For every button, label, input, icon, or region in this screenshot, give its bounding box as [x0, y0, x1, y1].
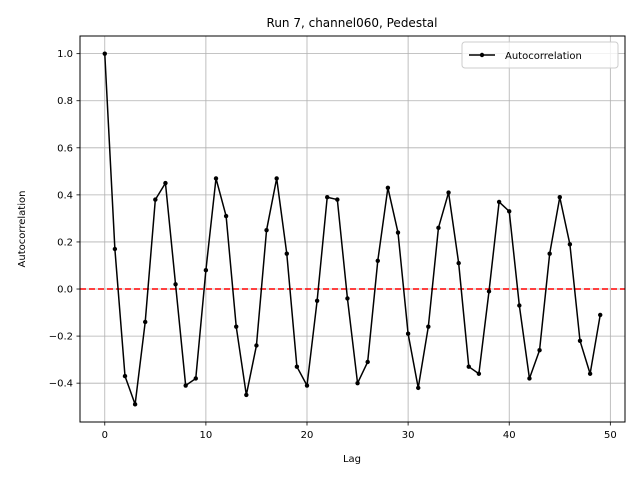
data-point	[304, 383, 310, 388]
data-point	[557, 195, 562, 200]
y-tick-label: 0.6	[57, 143, 73, 154]
data-point	[274, 176, 279, 181]
legend: Autocorrelation	[461, 41, 619, 69]
data-point	[254, 343, 259, 348]
x-axis-ticks: 0 10 20 30 40 50	[102, 422, 617, 441]
data-point	[456, 260, 461, 266]
data-point	[587, 371, 593, 376]
x-tick-label: 40	[503, 430, 516, 441]
data-point	[598, 312, 603, 318]
y-tick-label: 1.0	[57, 49, 73, 60]
data-point	[163, 180, 168, 186]
data-point	[446, 190, 451, 195]
data-point	[375, 258, 380, 263]
data-point	[335, 197, 340, 202]
data-point	[537, 348, 542, 353]
y-tick-label: 0.0	[57, 285, 73, 296]
data-point	[122, 373, 128, 379]
data-point	[466, 364, 471, 369]
data-point	[577, 338, 583, 343]
data-point	[476, 371, 482, 376]
data-point	[294, 364, 300, 369]
data-point	[213, 176, 219, 181]
legend-marker-swatch	[479, 52, 485, 58]
data-point	[395, 230, 401, 235]
data-point	[426, 324, 431, 329]
x-axis-label: Lag	[343, 454, 361, 465]
data-point	[143, 319, 148, 325]
legend-label: Autocorrelation	[505, 51, 582, 62]
data-point	[436, 225, 441, 231]
x-tick-label: 10	[200, 430, 213, 441]
data-point	[102, 51, 107, 56]
data-point	[264, 227, 269, 233]
data-point	[173, 282, 178, 287]
y-tick-label: 0.4	[57, 190, 73, 201]
data-point	[193, 376, 198, 381]
y-tick-label: −0.4	[49, 379, 73, 390]
data-point	[345, 296, 350, 301]
x-tick-label: 50	[604, 430, 617, 441]
data-point	[132, 402, 138, 407]
data-point	[244, 392, 249, 398]
x-tick-label: 30	[402, 430, 415, 441]
y-axis-label: Autocorrelation	[17, 191, 28, 268]
x-tick-label: 20	[301, 430, 314, 441]
data-point	[314, 298, 320, 303]
x-tick-label: 0	[102, 430, 108, 441]
series-line-autocorrelation	[104, 53, 601, 406]
data-point	[234, 324, 239, 329]
data-point	[325, 195, 330, 200]
data-point	[355, 380, 360, 386]
data-point	[112, 246, 118, 252]
y-tick-label: 0.2	[57, 237, 73, 248]
data-point	[153, 197, 158, 202]
data-point	[486, 289, 492, 294]
y-tick-label: −0.2	[49, 332, 73, 343]
data-point	[527, 376, 532, 381]
series-group	[102, 51, 603, 407]
data-point	[365, 359, 370, 365]
data-point	[284, 251, 289, 256]
data-point	[405, 331, 411, 336]
chart-title: Run 7, channel060, Pedestal	[267, 16, 438, 30]
y-tick-label: 0.8	[57, 96, 73, 107]
grid-lines	[80, 36, 625, 422]
y-axis-ticks: −0.4 −0.2 0.0 0.2 0.4 0.6 0.8 1.0	[49, 49, 80, 390]
data-point	[385, 185, 391, 191]
data-point	[223, 213, 229, 219]
data-point	[416, 385, 421, 391]
data-point	[547, 251, 552, 256]
data-point	[517, 303, 522, 308]
data-point	[183, 383, 188, 388]
data-point	[567, 242, 573, 247]
plot-frame	[79, 35, 626, 423]
legend-box	[461, 41, 619, 69]
data-point	[507, 209, 512, 214]
data-point	[496, 199, 502, 205]
data-point	[203, 267, 209, 273]
